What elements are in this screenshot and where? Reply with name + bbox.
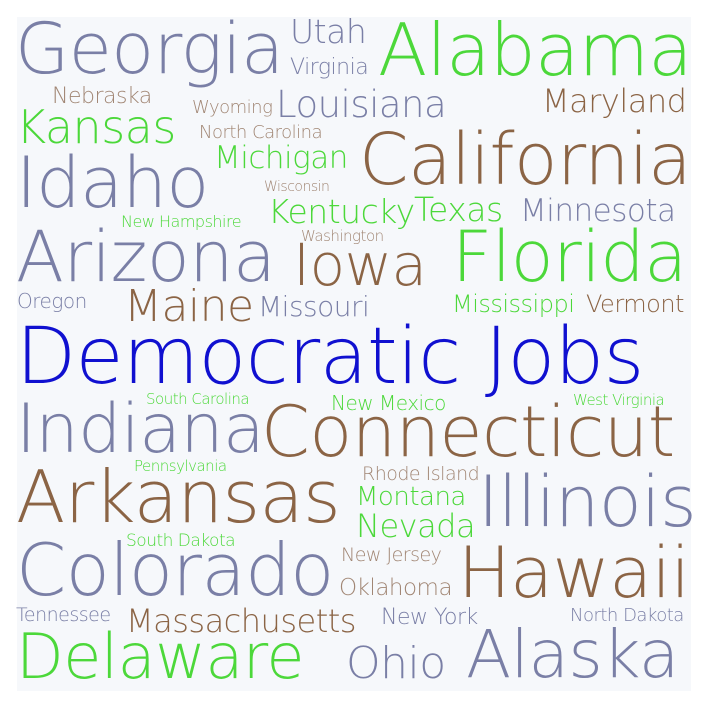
word-arizona: Arizona: [16, 216, 276, 298]
word-new-mexico: New Mexico: [331, 391, 446, 415]
word-wyoming: Wyoming: [192, 97, 273, 118]
word-indiana: Indiana: [16, 390, 265, 469]
word-rhode-island: Rhode Island: [362, 463, 480, 485]
word-north-carolina: North Carolina: [199, 122, 323, 143]
word-kansas: Kansas: [16, 100, 176, 154]
word-virginia: Virginia: [290, 55, 369, 80]
word-nebraska: Nebraska: [52, 84, 152, 109]
word-mississippi: Mississippi: [452, 290, 575, 318]
word-arkansas: Arkansas: [16, 455, 341, 539]
word-montana: Montana: [356, 482, 466, 512]
word-georgia: Georgia: [15, 8, 284, 90]
word-california: California: [359, 118, 692, 201]
word-illinois: Illinois: [478, 461, 697, 543]
word-michigan: Michigan: [214, 140, 348, 176]
word-ohio: Ohio: [346, 638, 446, 689]
word-louisiana: Louisiana: [276, 83, 447, 126]
word-vermont: Vermont: [586, 290, 684, 318]
word-alaska: Alaska: [466, 616, 679, 693]
word-connecticut: Connecticut: [261, 391, 675, 473]
word-kentucky: Kentucky: [268, 192, 415, 231]
word-wisconsin: Wisconsin: [264, 179, 330, 195]
word-massachusetts: Massachusetts: [126, 602, 356, 640]
word-maine: Maine: [124, 281, 254, 332]
word-oklahoma: Oklahoma: [339, 575, 453, 601]
word-maryland: Maryland: [542, 82, 687, 120]
word-nevada: Nevada: [356, 507, 476, 545]
word-washington: Washington: [301, 227, 384, 245]
word-cloud-panel: [17, 17, 691, 691]
word-new-york: New York: [381, 605, 478, 630]
word-iowa: Iowa: [293, 231, 427, 299]
word-democratic-jobs: Democratic Jobs: [16, 312, 644, 402]
word-texas: Texas: [414, 190, 503, 229]
word-pennsylvania: Pennsylvania: [134, 457, 227, 475]
word-tennessee: Tennessee: [16, 604, 111, 626]
word-utah: Utah: [290, 12, 367, 51]
word-south-carolina: South Carolina: [146, 390, 250, 408]
word-west-virginia: West Virginia: [573, 391, 665, 409]
word-oregon: Oregon: [17, 289, 87, 313]
word-alabama: Alabama: [378, 8, 692, 92]
word-hawaii: Hawaii: [458, 532, 690, 614]
word-missouri: Missouri: [258, 290, 370, 323]
word-idaho: Idaho: [16, 142, 209, 224]
word-minnesota: Minnesota: [520, 193, 676, 229]
word-colorado: Colorado: [16, 528, 334, 612]
word-delaware: Delaware: [16, 620, 305, 693]
word-new-jersey: New Jersey: [341, 544, 442, 566]
word-florida: Florida: [452, 216, 687, 298]
word-north-dakota: North Dakota: [570, 605, 684, 626]
word-south-dakota: South Dakota: [126, 531, 236, 551]
word-new-hampshire: New Hampshire: [121, 212, 242, 231]
